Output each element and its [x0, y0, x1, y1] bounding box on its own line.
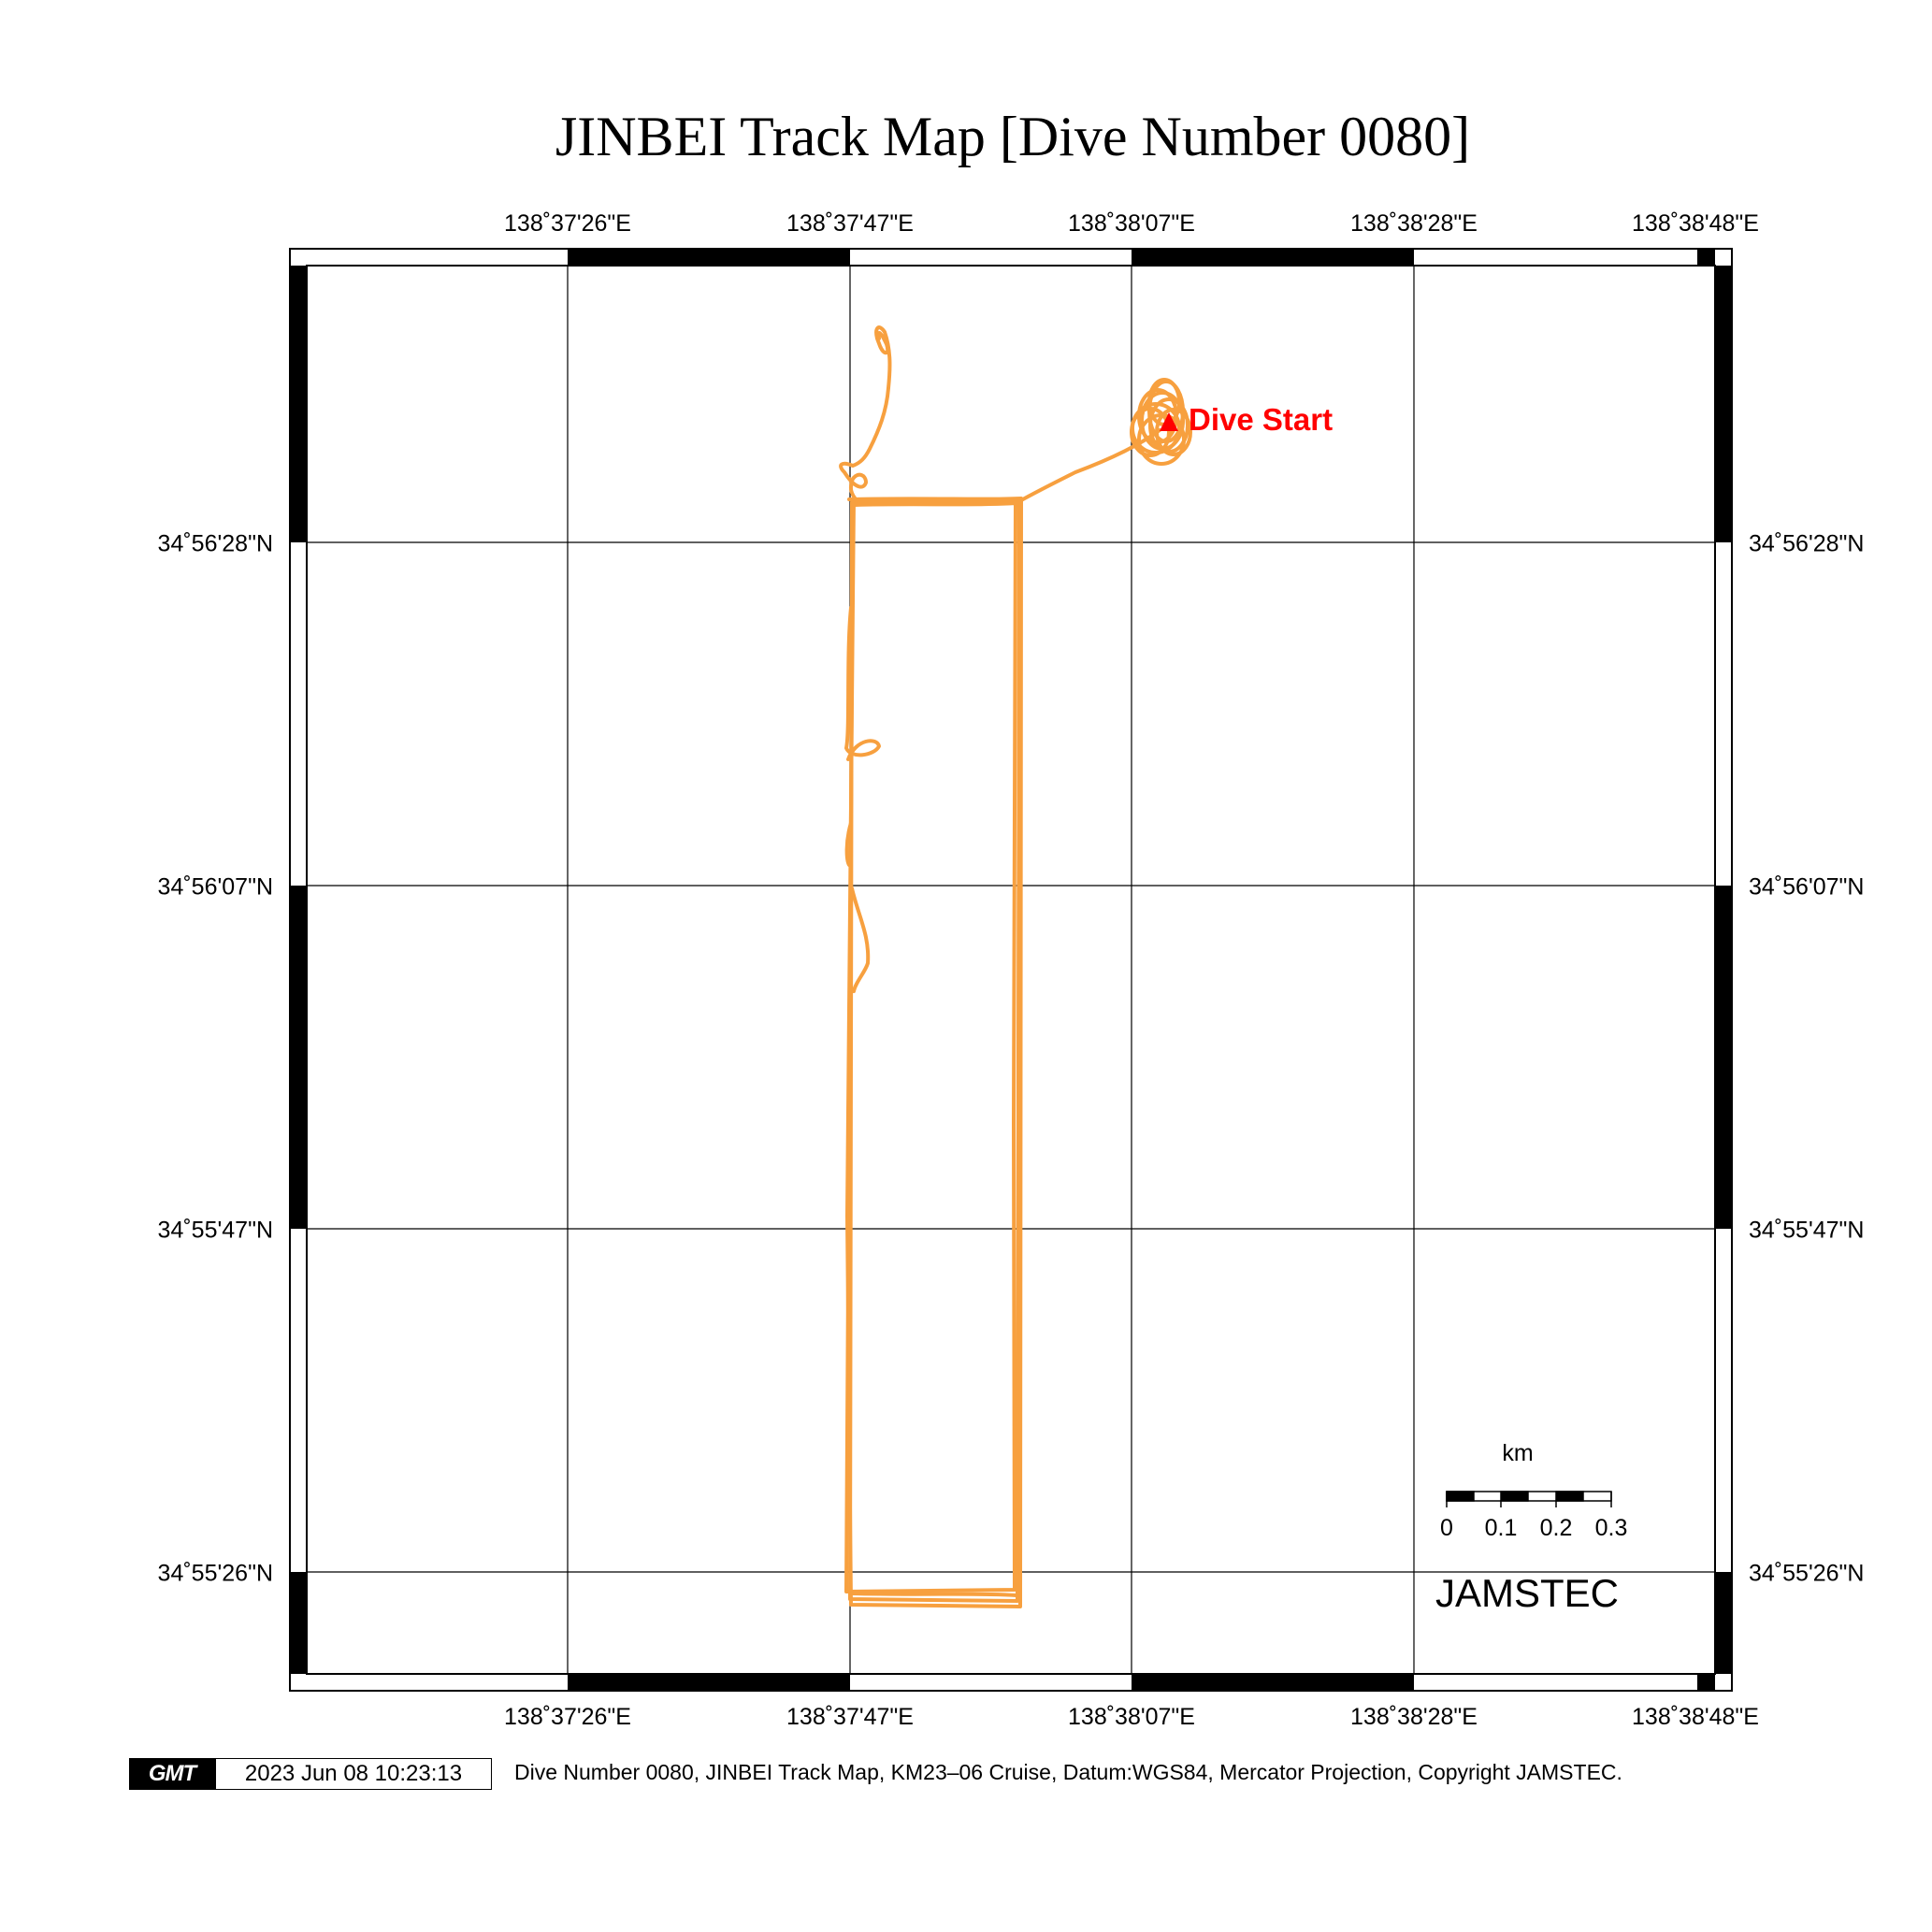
track-rectangle	[848, 1592, 1018, 1597]
lon-label-bottom: 138˚38'28"E	[1350, 1704, 1478, 1730]
lon-label-top: 138˚37'26"E	[504, 210, 631, 237]
frame-checker-left	[290, 266, 307, 1674]
lat-label-left: 34˚56'28"N	[157, 530, 273, 557]
scale-tick-label: 0.2	[1539, 1515, 1573, 1541]
lon-label-top: 138˚38'07"E	[1068, 210, 1195, 237]
lat-label-right: 34˚55'26"N	[1749, 1560, 1865, 1587]
lon-label-bottom: 138˚38'07"E	[1068, 1704, 1195, 1730]
scale-bar	[1446, 1491, 1612, 1507]
lon-label-bottom: 138˚37'47"E	[786, 1704, 914, 1730]
dive-start-label: Dive Start	[1189, 402, 1334, 437]
dive-start-marker	[1160, 412, 1178, 431]
lon-label-bottom: 138˚37'26"E	[504, 1704, 631, 1730]
lon-label-bottom: 138˚38'48"E	[1632, 1704, 1759, 1730]
scale-unit: km	[1502, 1440, 1534, 1466]
lat-label-left: 34˚55'26"N	[157, 1560, 273, 1587]
lat-label-right: 34˚56'28"N	[1749, 530, 1865, 557]
scale-tick-label: 0	[1440, 1515, 1453, 1541]
lat-label-left: 34˚56'07"N	[157, 873, 273, 901]
lon-label-top: 138˚38'28"E	[1350, 210, 1478, 237]
track-wiggle	[850, 887, 871, 993]
brand-label: JAMSTEC	[1435, 1571, 1620, 1615]
timestamp: 2023 Jun 08 10:23:13	[215, 1758, 492, 1790]
track-rectangle	[848, 499, 1021, 1603]
lat-label-right: 34˚55'47"N	[1749, 1217, 1865, 1244]
track-spirals	[1130, 378, 1192, 466]
lon-label-top: 138˚38'48"E	[1632, 210, 1759, 237]
dive-track	[839, 325, 1192, 1608]
gmt-logo: GMT	[129, 1758, 215, 1790]
track-rectangle	[845, 497, 1023, 1608]
frame-checker-bottom	[568, 1674, 1715, 1691]
map-title: JINBEI Track Map [Dive Number 0080]	[555, 106, 1471, 167]
track-rectangle	[844, 501, 1017, 1593]
frame-checker-right	[1715, 266, 1732, 1674]
footer-caption: Dive Number 0080, JINBEI Track Map, KM23…	[514, 1760, 1622, 1784]
track-wiggle	[844, 821, 853, 867]
lat-label-right: 34˚56'07"N	[1749, 873, 1865, 901]
track-transit	[1019, 428, 1161, 502]
track-wiggle	[844, 606, 881, 761]
frame-checker-top	[568, 249, 1715, 266]
map-frame-outer	[289, 248, 1733, 1692]
lat-label-left: 34˚55'47"N	[157, 1217, 273, 1244]
lon-label-top: 138˚37'47"E	[786, 210, 914, 237]
track-spur	[839, 325, 892, 502]
scale-tick-label: 0.1	[1484, 1515, 1518, 1541]
scale-tick-label: 0.3	[1594, 1515, 1628, 1541]
